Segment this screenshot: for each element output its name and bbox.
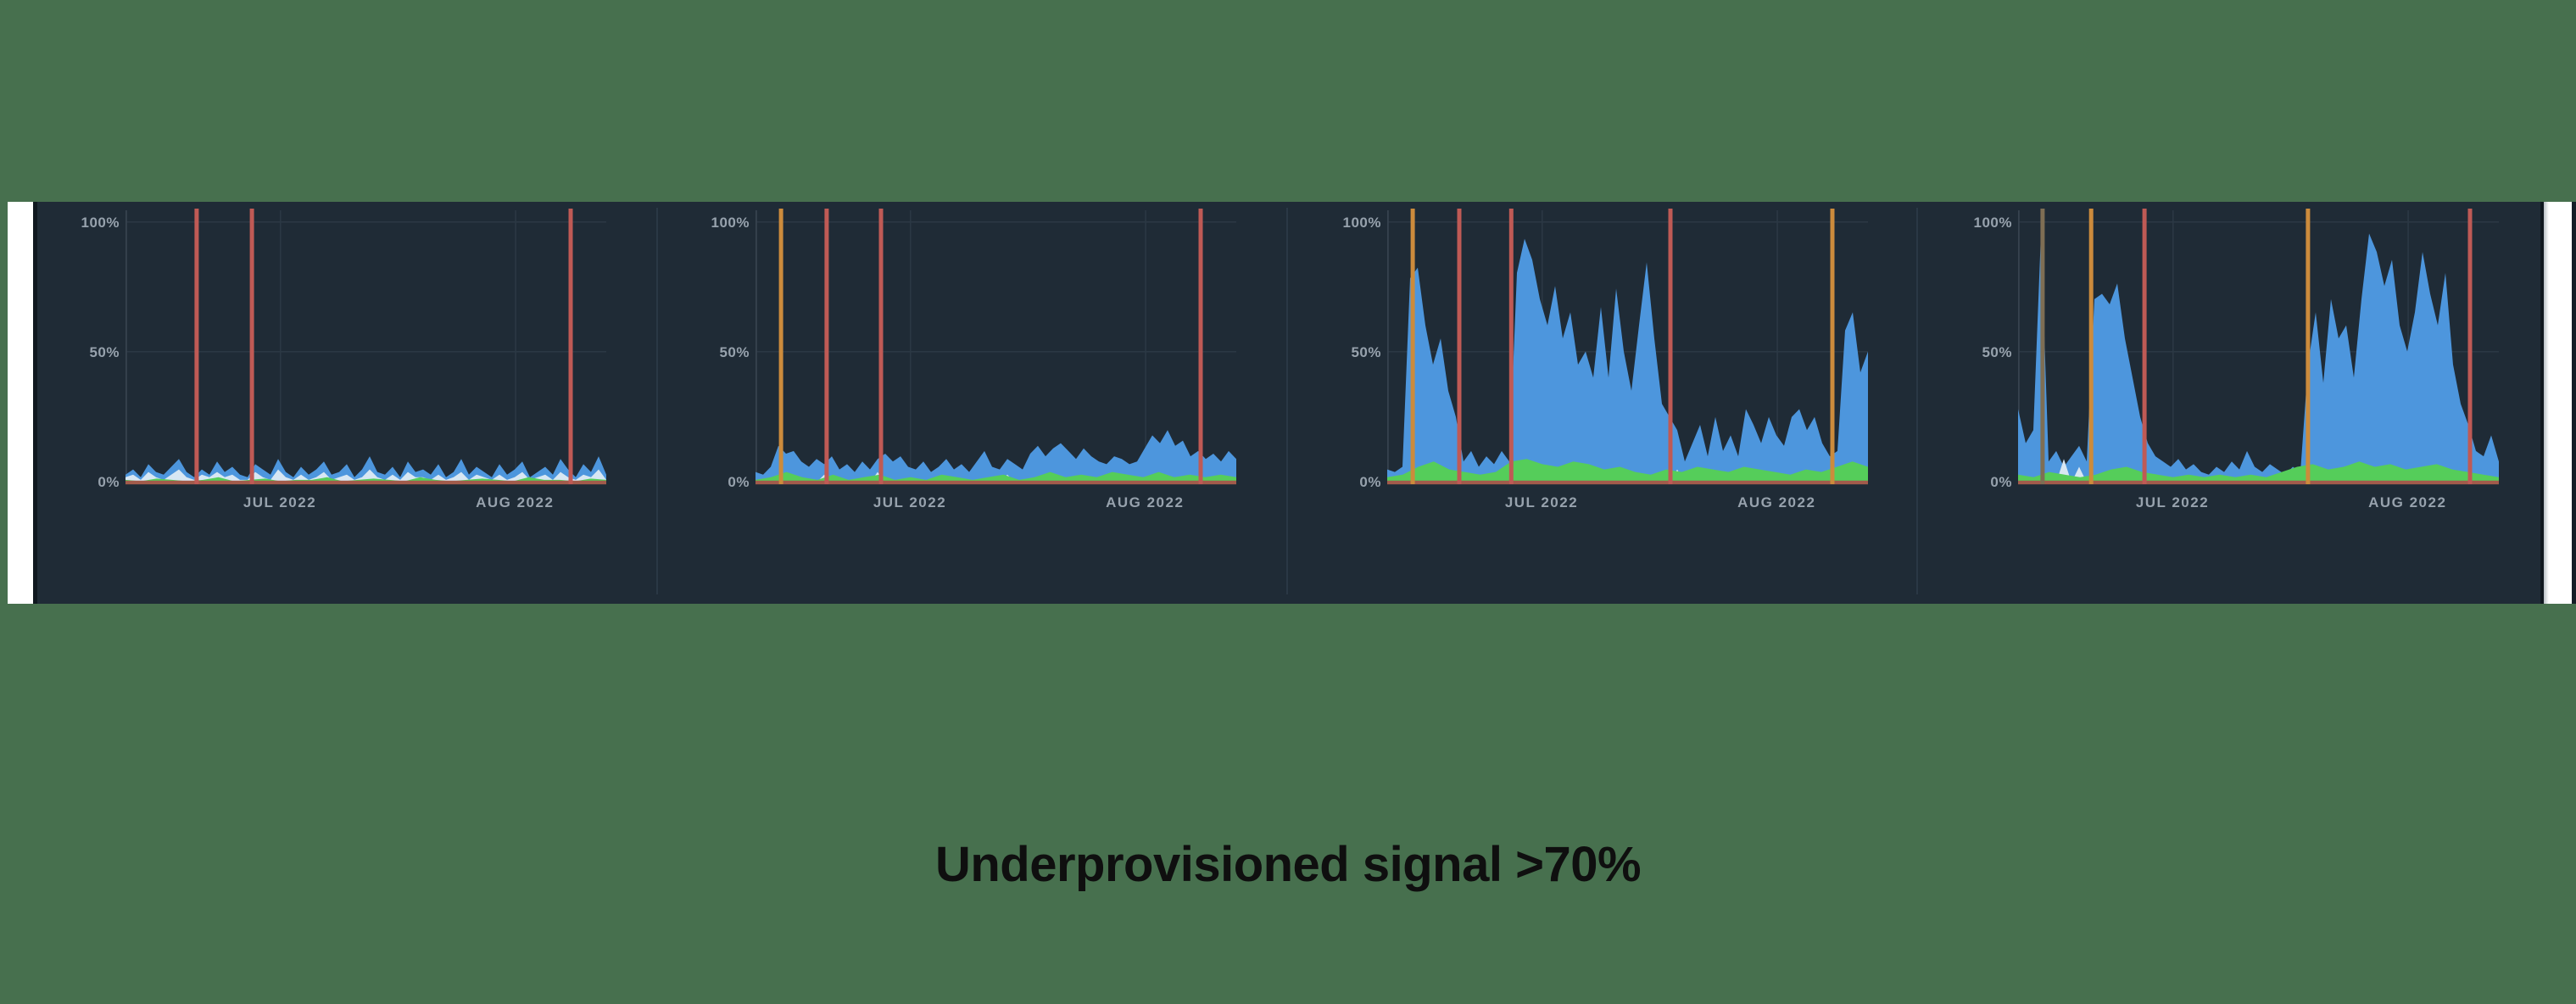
gridline-50 (2018, 351, 2499, 353)
red-event-line (1508, 209, 1514, 484)
red-event-line (1198, 209, 1203, 484)
panel-left-edge (33, 202, 37, 604)
orange-event-line (1410, 209, 1415, 484)
gridline-100 (1387, 221, 1868, 223)
orange-event-line (2088, 209, 2094, 484)
gridline-month (2407, 210, 2409, 482)
carousel-prev-peek[interactable] (8, 202, 33, 604)
orange-event-line (1830, 209, 1835, 484)
baseline (125, 480, 606, 485)
chart-card-4: 100% 50% 0% JUL 2022 AUG 2022 (1959, 202, 2507, 604)
chart-card-3: 100% 50% 0% JUL 2022 AUG 2022 (1328, 202, 1876, 604)
baseline (2018, 480, 2499, 485)
y-axis-label: 0% (1359, 474, 1381, 490)
red-event-line (1668, 209, 1673, 484)
y-axis-label: 100% (81, 215, 120, 231)
y-axis-line (125, 210, 127, 482)
gridline-50 (1387, 351, 1868, 353)
y-axis-label: 50% (719, 344, 750, 360)
gridline-month (1776, 210, 1778, 482)
gray-event-line (2040, 209, 2045, 484)
x-axis-label: AUG 2022 (1737, 494, 1816, 510)
chart-plot (2018, 209, 2499, 485)
gridline-month (280, 210, 282, 482)
blue-area (125, 456, 606, 482)
card-divider (656, 208, 658, 594)
red-event-line (568, 209, 573, 484)
red-event-line (1457, 209, 1462, 484)
green-area (1387, 459, 1868, 482)
green-area (2018, 461, 2499, 482)
blue-area (1387, 238, 1868, 482)
y-axis-label: 50% (1351, 344, 1381, 360)
chart-card-2: 100% 50% 0% JUL 2022 AUG 2022 (696, 202, 1245, 604)
y-axis-label: 0% (1990, 474, 2012, 490)
red-event-line (2142, 209, 2147, 484)
slide-caption: Underprovisioned signal >70% (934, 837, 1642, 892)
y-axis-label: 0% (98, 474, 120, 490)
x-axis-label: JUL 2022 (873, 494, 947, 510)
red-event-line (2467, 209, 2473, 484)
baseline (1387, 480, 1868, 485)
next-slide-edge (2572, 202, 2576, 604)
card-divider (1286, 208, 1288, 594)
gridline-month (515, 210, 516, 482)
carousel-next-peek[interactable] (2544, 202, 2572, 604)
baseline (756, 480, 1236, 485)
y-axis-label: 0% (728, 474, 750, 490)
x-axis-label: AUG 2022 (1106, 494, 1185, 510)
red-event-line (878, 209, 884, 484)
y-axis-label: 100% (711, 215, 750, 231)
gridline-month (910, 210, 912, 482)
x-axis-label: JUL 2022 (1504, 494, 1579, 510)
y-axis-label: 50% (1982, 344, 2012, 360)
y-axis-label: 100% (1973, 215, 2012, 231)
y-axis-line (756, 210, 757, 482)
y-axis-label: 50% (89, 344, 120, 360)
gridline-month (2172, 210, 2174, 482)
y-axis-label: 100% (1342, 215, 1381, 231)
chart-plot (756, 209, 1236, 485)
blue-area (2018, 233, 2499, 482)
x-axis-label: JUL 2022 (243, 494, 317, 510)
x-axis-label: AUG 2022 (2368, 494, 2447, 510)
card-divider (1916, 208, 1918, 594)
gridline-100 (125, 221, 606, 223)
x-axis-label: JUL 2022 (2135, 494, 2210, 510)
gridline-100 (2018, 221, 2499, 223)
chart-card-1: 100% 50% 0% JUL 2022 AUG 2022 (66, 202, 615, 604)
x-axis-label: AUG 2022 (476, 494, 555, 510)
blue-area (756, 430, 1236, 482)
gridline-50 (125, 351, 606, 353)
chart-carousel-panel: 100% 50% 0% JUL 2022 AUG 2022 100% 50% 0% JUL 20… (37, 202, 2540, 604)
gridline-50 (756, 351, 1236, 353)
green-area (756, 471, 1236, 482)
orange-event-line (778, 209, 783, 484)
y-axis-line (2018, 210, 2020, 482)
panel-right-edge (2540, 202, 2544, 604)
y-axis-line (1387, 210, 1389, 482)
red-event-line (824, 209, 829, 484)
gridline-100 (756, 221, 1236, 223)
red-event-line (194, 209, 199, 484)
red-event-line (249, 209, 254, 484)
chart-plot (125, 209, 606, 485)
orange-event-line (2306, 209, 2311, 484)
chart-plot (1387, 209, 1868, 485)
gridline-month (1145, 210, 1146, 482)
